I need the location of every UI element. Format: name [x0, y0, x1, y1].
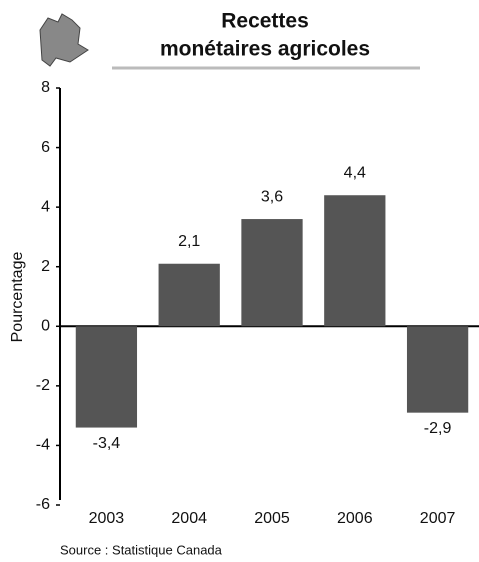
- y-tick-label: 8: [41, 79, 50, 96]
- bar: [324, 195, 386, 327]
- x-tick-label: 2006: [337, 510, 373, 527]
- bar: [406, 326, 469, 413]
- value-label: -3,4: [93, 435, 121, 452]
- bar: [75, 326, 138, 428]
- bar: [241, 219, 303, 327]
- y-tick-label: 4: [41, 198, 50, 215]
- x-tick-label: 2005: [254, 510, 290, 527]
- value-label: 3,6: [261, 188, 283, 205]
- value-label: -2,9: [424, 420, 452, 437]
- x-tick-label: 2004: [171, 510, 207, 527]
- x-tick-label: 2003: [89, 510, 125, 527]
- y-tick-label: 2: [41, 258, 50, 275]
- y-tick-label: 0: [41, 318, 50, 335]
- y-tick-label: -6: [36, 496, 50, 513]
- y-tick-label: -2: [36, 377, 50, 394]
- chart-title-line: monétaires agricoles: [160, 38, 370, 61]
- y-tick-label: -4: [36, 437, 50, 454]
- province-icon: [39, 13, 89, 67]
- x-tick-label: 2007: [420, 510, 456, 527]
- value-label: 2,1: [178, 233, 200, 250]
- y-axis-label: Pourcentage: [9, 252, 26, 343]
- value-label: 4,4: [344, 164, 366, 181]
- y-tick-label: 6: [41, 139, 50, 156]
- chart-title-line: Recettes: [221, 10, 309, 33]
- source: Source : Statistique Canada: [60, 542, 223, 557]
- bar: [158, 263, 220, 327]
